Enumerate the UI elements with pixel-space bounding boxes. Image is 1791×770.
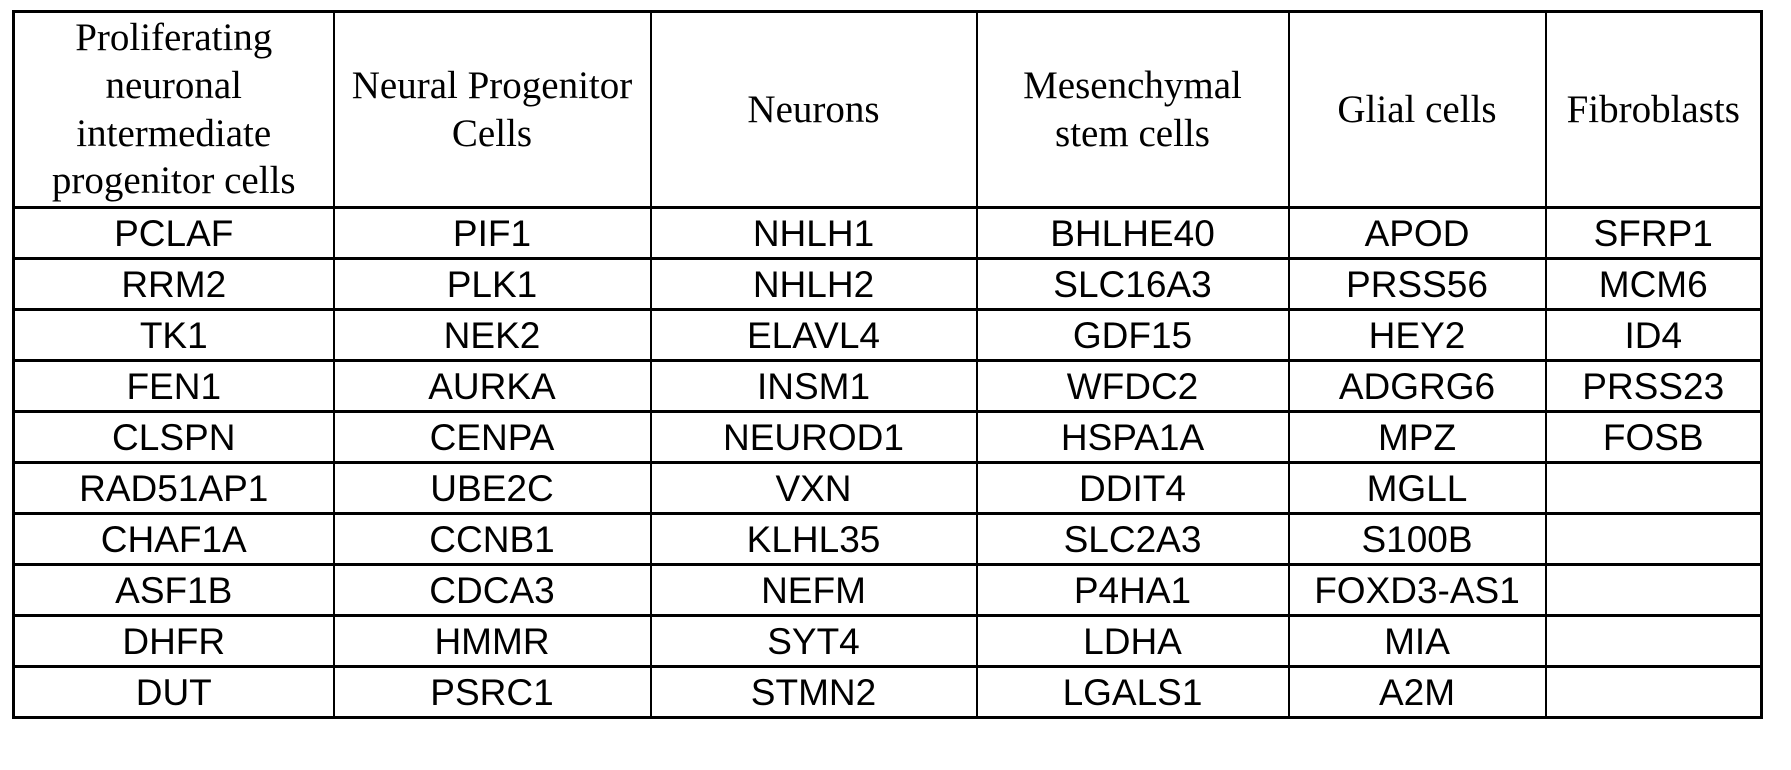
gene-cell: PCLAF bbox=[12, 206, 335, 260]
gene-cell: DHFR bbox=[12, 614, 335, 668]
column-header-glial-cells: Glial cells bbox=[1287, 10, 1547, 209]
gene-cell: FOXD3-AS1 bbox=[1287, 563, 1547, 617]
column-header-mesenchymal-stem-cells: Mesenchymal stem cells bbox=[975, 10, 1290, 209]
gene-cell-empty bbox=[1544, 563, 1763, 617]
gene-cell: PSRC1 bbox=[332, 665, 652, 719]
gene-cell: SFRP1 bbox=[1544, 206, 1763, 260]
gene-cell-empty bbox=[1544, 512, 1763, 566]
table-figure: Proliferating neuronal intermediate prog… bbox=[12, 10, 1763, 719]
gene-cell: PRSS23 bbox=[1544, 359, 1763, 413]
gene-cell: MIA bbox=[1287, 614, 1547, 668]
gene-cell: CENPA bbox=[332, 410, 652, 464]
column-header-fibroblasts: Fibroblasts bbox=[1544, 10, 1763, 209]
gene-cell: VXN bbox=[649, 461, 978, 515]
gene-cell: FOSB bbox=[1544, 410, 1763, 464]
gene-cell: ID4 bbox=[1544, 308, 1763, 362]
table-row: CHAF1A CCNB1 KLHL35 SLC2A3 S100B bbox=[12, 512, 1763, 566]
gene-cell: UBE2C bbox=[332, 461, 652, 515]
gene-cell: CLSPN bbox=[12, 410, 335, 464]
gene-cell: STMN2 bbox=[649, 665, 978, 719]
gene-cell: LDHA bbox=[975, 614, 1290, 668]
gene-cell: ADGRG6 bbox=[1287, 359, 1547, 413]
gene-cell-empty bbox=[1544, 665, 1763, 719]
gene-cell: RAD51AP1 bbox=[12, 461, 335, 515]
gene-cell: MGLL bbox=[1287, 461, 1547, 515]
gene-cell: MCM6 bbox=[1544, 257, 1763, 311]
gene-cell-empty bbox=[1544, 614, 1763, 668]
table-row: PCLAF PIF1 NHLH1 BHLHE40 APOD SFRP1 bbox=[12, 206, 1763, 260]
gene-cell: AURKA bbox=[332, 359, 652, 413]
gene-cell: WFDC2 bbox=[975, 359, 1290, 413]
gene-cell: HMMR bbox=[332, 614, 652, 668]
gene-cell: BHLHE40 bbox=[975, 206, 1290, 260]
gene-cell: SLC2A3 bbox=[975, 512, 1290, 566]
gene-cell: PLK1 bbox=[332, 257, 652, 311]
gene-cell: PRSS56 bbox=[1287, 257, 1547, 311]
table-row: TK1 NEK2 ELAVL4 GDF15 HEY2 ID4 bbox=[12, 308, 1763, 362]
gene-cell: CCNB1 bbox=[332, 512, 652, 566]
gene-cell: MPZ bbox=[1287, 410, 1547, 464]
gene-cell: ASF1B bbox=[12, 563, 335, 617]
table-row: CLSPN CENPA NEUROD1 HSPA1A MPZ FOSB bbox=[12, 410, 1763, 464]
gene-cell: TK1 bbox=[12, 308, 335, 362]
gene-cell: LGALS1 bbox=[975, 665, 1290, 719]
gene-cell: PIF1 bbox=[332, 206, 652, 260]
table-row: ASF1B CDCA3 NEFM P4HA1 FOXD3-AS1 bbox=[12, 563, 1763, 617]
gene-cell: GDF15 bbox=[975, 308, 1290, 362]
table-row: RRM2 PLK1 NHLH2 SLC16A3 PRSS56 MCM6 bbox=[12, 257, 1763, 311]
gene-cell: NHLH1 bbox=[649, 206, 978, 260]
column-header-proliferating-neuronal-intermediate-progenitor-cells: Proliferating neuronal intermediate prog… bbox=[12, 10, 335, 209]
gene-cell: APOD bbox=[1287, 206, 1547, 260]
gene-cell: RRM2 bbox=[12, 257, 335, 311]
gene-cell: SYT4 bbox=[649, 614, 978, 668]
table-row: DUT PSRC1 STMN2 LGALS1 A2M bbox=[12, 665, 1763, 719]
header-row: Proliferating neuronal intermediate prog… bbox=[12, 10, 1763, 209]
gene-cell: HSPA1A bbox=[975, 410, 1290, 464]
gene-cell: INSM1 bbox=[649, 359, 978, 413]
gene-cell: DDIT4 bbox=[975, 461, 1290, 515]
gene-cell: NEUROD1 bbox=[649, 410, 978, 464]
gene-cell: P4HA1 bbox=[975, 563, 1290, 617]
column-header-neural-progenitor-cells: Neural Progenitor Cells bbox=[332, 10, 652, 209]
gene-cell: KLHL35 bbox=[649, 512, 978, 566]
gene-cell: CDCA3 bbox=[332, 563, 652, 617]
table-row: FEN1 AURKA INSM1 WFDC2 ADGRG6 PRSS23 bbox=[12, 359, 1763, 413]
table-header-row: Proliferating neuronal intermediate prog… bbox=[12, 10, 1763, 209]
table-body: PCLAF PIF1 NHLH1 BHLHE40 APOD SFRP1 RRM2… bbox=[12, 206, 1763, 719]
gene-cell-empty bbox=[1544, 461, 1763, 515]
gene-cell: HEY2 bbox=[1287, 308, 1547, 362]
table-row: RAD51AP1 UBE2C VXN DDIT4 MGLL bbox=[12, 461, 1763, 515]
table-row: DHFR HMMR SYT4 LDHA MIA bbox=[12, 614, 1763, 668]
gene-cell: NEK2 bbox=[332, 308, 652, 362]
gene-marker-table: Proliferating neuronal intermediate prog… bbox=[12, 10, 1763, 719]
gene-cell: FEN1 bbox=[12, 359, 335, 413]
gene-cell: ELAVL4 bbox=[649, 308, 978, 362]
gene-cell: DUT bbox=[12, 665, 335, 719]
column-header-neurons: Neurons bbox=[649, 10, 978, 209]
gene-cell: NHLH2 bbox=[649, 257, 978, 311]
gene-cell: S100B bbox=[1287, 512, 1547, 566]
gene-cell: NEFM bbox=[649, 563, 978, 617]
gene-cell: CHAF1A bbox=[12, 512, 335, 566]
gene-cell: A2M bbox=[1287, 665, 1547, 719]
gene-cell: SLC16A3 bbox=[975, 257, 1290, 311]
